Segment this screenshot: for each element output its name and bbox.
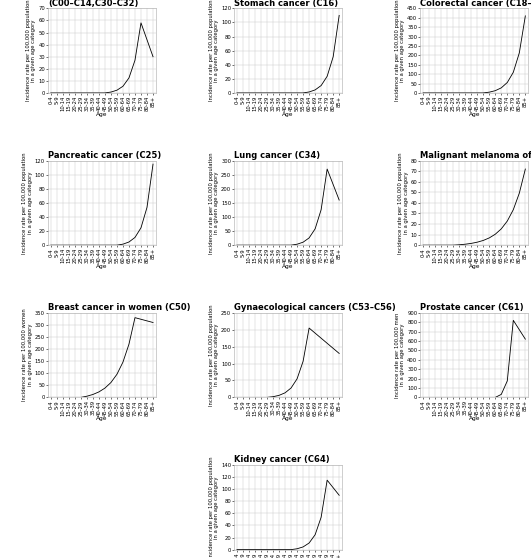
Text: Breast cancer in women (C50): Breast cancer in women (C50) [48,303,190,312]
X-axis label: Age: Age [96,112,108,117]
Y-axis label: Incidence rate per 100,000 population
in a given age category: Incidence rate per 100,000 population in… [209,456,219,558]
Text: Malignant melanoma of skin (C43): Malignant melanoma of skin (C43) [420,151,531,160]
Text: Prostate cancer (C61): Prostate cancer (C61) [420,303,524,312]
Text: Colorectal cancer (C18–C20): Colorectal cancer (C18–C20) [420,0,531,8]
Y-axis label: Incidence rate per 100,000 women
in a given age category: Incidence rate per 100,000 women in a gi… [22,309,33,402]
X-axis label: Age: Age [96,416,108,421]
Y-axis label: Incidence rate per 100,000 population
in a given age category: Incidence rate per 100,000 population in… [26,0,36,102]
Y-axis label: Incidence rate per 100,000 population
in a given age category: Incidence rate per 100,000 population in… [22,152,33,254]
Y-axis label: Incidence rate per 100,000 population
in a given age category: Incidence rate per 100,000 population in… [209,152,219,254]
X-axis label: Age: Age [282,416,294,421]
Text: Pancreatic cancer (C25): Pancreatic cancer (C25) [48,151,161,160]
X-axis label: Age: Age [282,264,294,269]
Text: Lung cancer (C34): Lung cancer (C34) [234,151,320,160]
X-axis label: Age: Age [96,264,108,269]
Y-axis label: Incidence rate per 100,000 population
in a given age category: Incidence rate per 100,000 population in… [209,0,219,102]
X-axis label: Age: Age [468,264,480,269]
X-axis label: Age: Age [282,112,294,117]
X-axis label: Age: Age [468,416,480,421]
Y-axis label: Incidence rate per 100,000 men
in a given age category: Incidence rate per 100,000 men in a give… [395,312,405,398]
Text: Kidney cancer (C64): Kidney cancer (C64) [234,455,330,464]
Text: Head and neck cancer
(C00–C14,C30–C32): Head and neck cancer (C00–C14,C30–C32) [48,0,152,8]
X-axis label: Age: Age [468,112,480,117]
Y-axis label: Incidence rate per 100,000 population
in a given age category: Incidence rate per 100,000 population in… [395,0,405,102]
Y-axis label: Incidence rate per 100,000 population
in a given age category: Incidence rate per 100,000 population in… [398,152,408,254]
Text: Gynaecological cancers (C53–C56): Gynaecological cancers (C53–C56) [234,303,396,312]
Text: Stomach cancer (C16): Stomach cancer (C16) [234,0,338,8]
Y-axis label: Incidence rate per 100,000 population
in a given age category: Incidence rate per 100,000 population in… [209,304,219,406]
